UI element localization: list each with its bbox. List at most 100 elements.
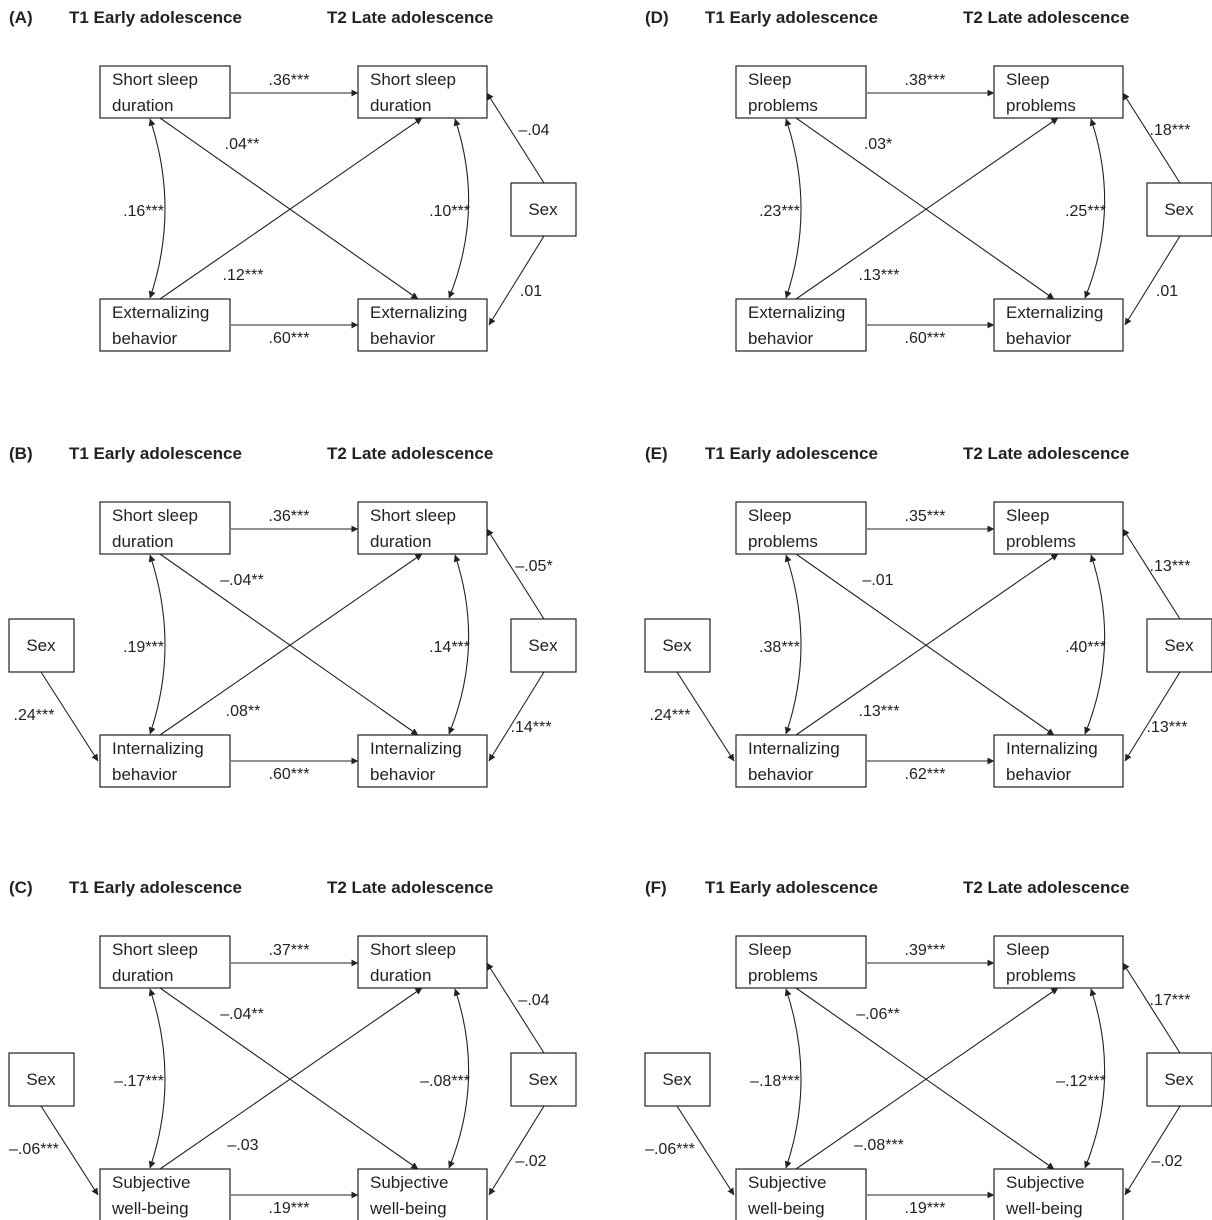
- label-sleep-t2-line1: Sleep: [1006, 70, 1049, 89]
- coef-sex-left-to-outcome: .24***: [650, 707, 691, 724]
- panel-letter: (A): [9, 8, 33, 27]
- label-sleep-t1-line1: Sleep: [748, 940, 791, 959]
- coef-outcome-to-sleep: .13***: [859, 267, 900, 284]
- coef-correlation-t2: –.08***: [420, 1073, 470, 1090]
- label-outcome-t1-line1: Externalizing: [748, 303, 845, 322]
- box-sex-right: [510, 618, 577, 673]
- header-t2: T2 Late adolescence: [963, 444, 1129, 463]
- label-sex-right: Sex: [1164, 200, 1194, 219]
- coef-outcome-to-sleep: .13***: [859, 703, 900, 720]
- label-outcome-t1-line2: well-being: [747, 1199, 825, 1218]
- panel-letter: (D): [645, 8, 669, 27]
- coef-sex-to-outcome: .13***: [1147, 719, 1188, 736]
- label-outcome-t2-line1: Subjective: [370, 1173, 448, 1192]
- coef-correlation-t1: –.18***: [750, 1073, 800, 1090]
- box-outcome-t1: [99, 734, 231, 788]
- header-t2: T2 Late adolescence: [327, 878, 493, 897]
- path-arrow-sex-to-outcome: [1124, 1105, 1181, 1196]
- correlation-arrow-t2: [448, 118, 470, 299]
- coef-sleep-stability: .36***: [269, 72, 310, 89]
- label-outcome-t2-line1: Subjective: [1006, 1173, 1084, 1192]
- coef-sex-left-to-outcome: –.06***: [645, 1141, 695, 1158]
- path-arrow-sex-to-outcome: [488, 671, 545, 762]
- coef-correlation-t2: –.12***: [1056, 1073, 1106, 1090]
- label-outcome-t1-line1: Internalizing: [748, 739, 840, 758]
- box-outcome-t1: [735, 298, 867, 352]
- label-sleep-t1-line2: duration: [112, 966, 173, 985]
- box-outcome-t1: [99, 1168, 231, 1220]
- label-sleep-t2-line1: Short sleep: [370, 506, 456, 525]
- correlation-arrow-t2: [448, 554, 470, 735]
- correlation-arrow-t1: [784, 554, 802, 735]
- path-arrow-sex-to-sleep: [486, 962, 545, 1054]
- coef-outcome-stability: .60***: [905, 330, 946, 347]
- label-sleep-t1-line1: Short sleep: [112, 940, 198, 959]
- path-arrow-sleep-to-outcome: [795, 117, 1055, 300]
- path-arrow-sex-to-outcome: [488, 235, 545, 326]
- label-outcome-t1-line1: Subjective: [748, 1173, 826, 1192]
- box-sex-right: [510, 1052, 577, 1107]
- path-arrow-sex-left-to-outcome: [676, 671, 735, 762]
- coef-correlation-t2: .10***: [429, 203, 470, 220]
- label-sleep-t2-line1: Sleep: [1006, 940, 1049, 959]
- box-sleep-t2: [993, 501, 1124, 555]
- label-sex-right: Sex: [528, 200, 558, 219]
- label-sleep-t2-line2: problems: [1006, 96, 1076, 115]
- coef-sex-to-sleep: –.05*: [515, 558, 552, 575]
- box-sleep-t2: [357, 501, 488, 555]
- label-outcome-t2-line1: Internalizing: [370, 739, 462, 758]
- coef-sleep-to-outcome: –.06**: [856, 1006, 900, 1023]
- coef-outcome-stability: .60***: [269, 766, 310, 783]
- label-outcome-t1-line1: Externalizing: [112, 303, 209, 322]
- header-t1: T1 Early adolescence: [69, 444, 242, 463]
- box-sleep-t1: [735, 65, 867, 119]
- header-t2: T2 Late adolescence: [327, 444, 493, 463]
- label-outcome-t2-line2: behavior: [1006, 329, 1072, 348]
- path-arrow-sex-to-sleep: [1122, 528, 1181, 620]
- path-arrow-outcome-to-sleep: [795, 987, 1059, 1170]
- label-outcome-t1-line1: Subjective: [112, 1173, 190, 1192]
- coef-sex-to-sleep: .18***: [1150, 122, 1191, 139]
- label-sleep-t1-line2: problems: [748, 96, 818, 115]
- label-outcome-t2-line2: well-being: [1005, 1199, 1083, 1218]
- correlation-arrow-t1: [784, 988, 802, 1169]
- label-sleep-t2-line2: problems: [1006, 532, 1076, 551]
- box-outcome-t1: [735, 734, 867, 788]
- box-sex-right: [1146, 1052, 1212, 1107]
- coef-outcome-to-sleep: .12***: [223, 267, 264, 284]
- label-sleep-t2-line2: duration: [370, 532, 431, 551]
- coef-sleep-to-outcome: .04**: [225, 136, 260, 153]
- label-sleep-t2-line1: Sleep: [1006, 506, 1049, 525]
- header-t2: T2 Late adolescence: [963, 8, 1129, 27]
- coef-sleep-stability: .35***: [905, 508, 946, 525]
- coef-correlation-t1: –.17***: [114, 1073, 164, 1090]
- coef-sleep-to-outcome: –.01: [862, 572, 893, 589]
- label-sleep-t2-line2: duration: [370, 966, 431, 985]
- header-t2: T2 Late adolescence: [963, 878, 1129, 897]
- header-t1: T1 Early adolescence: [705, 8, 878, 27]
- coef-sex-to-sleep: .17***: [1150, 992, 1191, 1009]
- path-arrow-sleep-to-outcome: [795, 553, 1055, 736]
- panel-f: (F) T1 Early adolescence T2 Late adolescen…: [644, 878, 1212, 1220]
- box-outcome-t2: [357, 298, 488, 352]
- correlation-arrow-t1: [148, 554, 166, 735]
- label-sleep-t1-line1: Sleep: [748, 506, 791, 525]
- path-arrow-sex-to-sleep: [1122, 92, 1181, 184]
- panel-d: (D) T1 Early adolescence T2 Late adolescen…: [645, 8, 1212, 352]
- label-outcome-t1-line2: behavior: [112, 329, 178, 348]
- coef-sex-to-outcome: .14***: [511, 719, 552, 736]
- coef-outcome-to-sleep: –.08***: [854, 1137, 904, 1154]
- box-outcome-t2: [993, 298, 1124, 352]
- box-sex-right: [1146, 182, 1212, 237]
- path-arrow-sex-to-sleep: [1122, 962, 1181, 1054]
- correlation-arrow-t1: [148, 988, 166, 1169]
- panel-e: (E) T1 Early adolescence T2 Late adolescen…: [644, 444, 1212, 788]
- label-sleep-t1-line2: problems: [748, 966, 818, 985]
- header-t1: T1 Early adolescence: [705, 444, 878, 463]
- label-sleep-t2-line1: Short sleep: [370, 70, 456, 89]
- coef-sex-to-sleep: –.04: [518, 992, 549, 1009]
- box-sex-left: [644, 1052, 711, 1107]
- label-outcome-t2-line1: Internalizing: [1006, 739, 1098, 758]
- box-sex-left: [8, 618, 75, 673]
- panel-letter: (E): [645, 444, 668, 463]
